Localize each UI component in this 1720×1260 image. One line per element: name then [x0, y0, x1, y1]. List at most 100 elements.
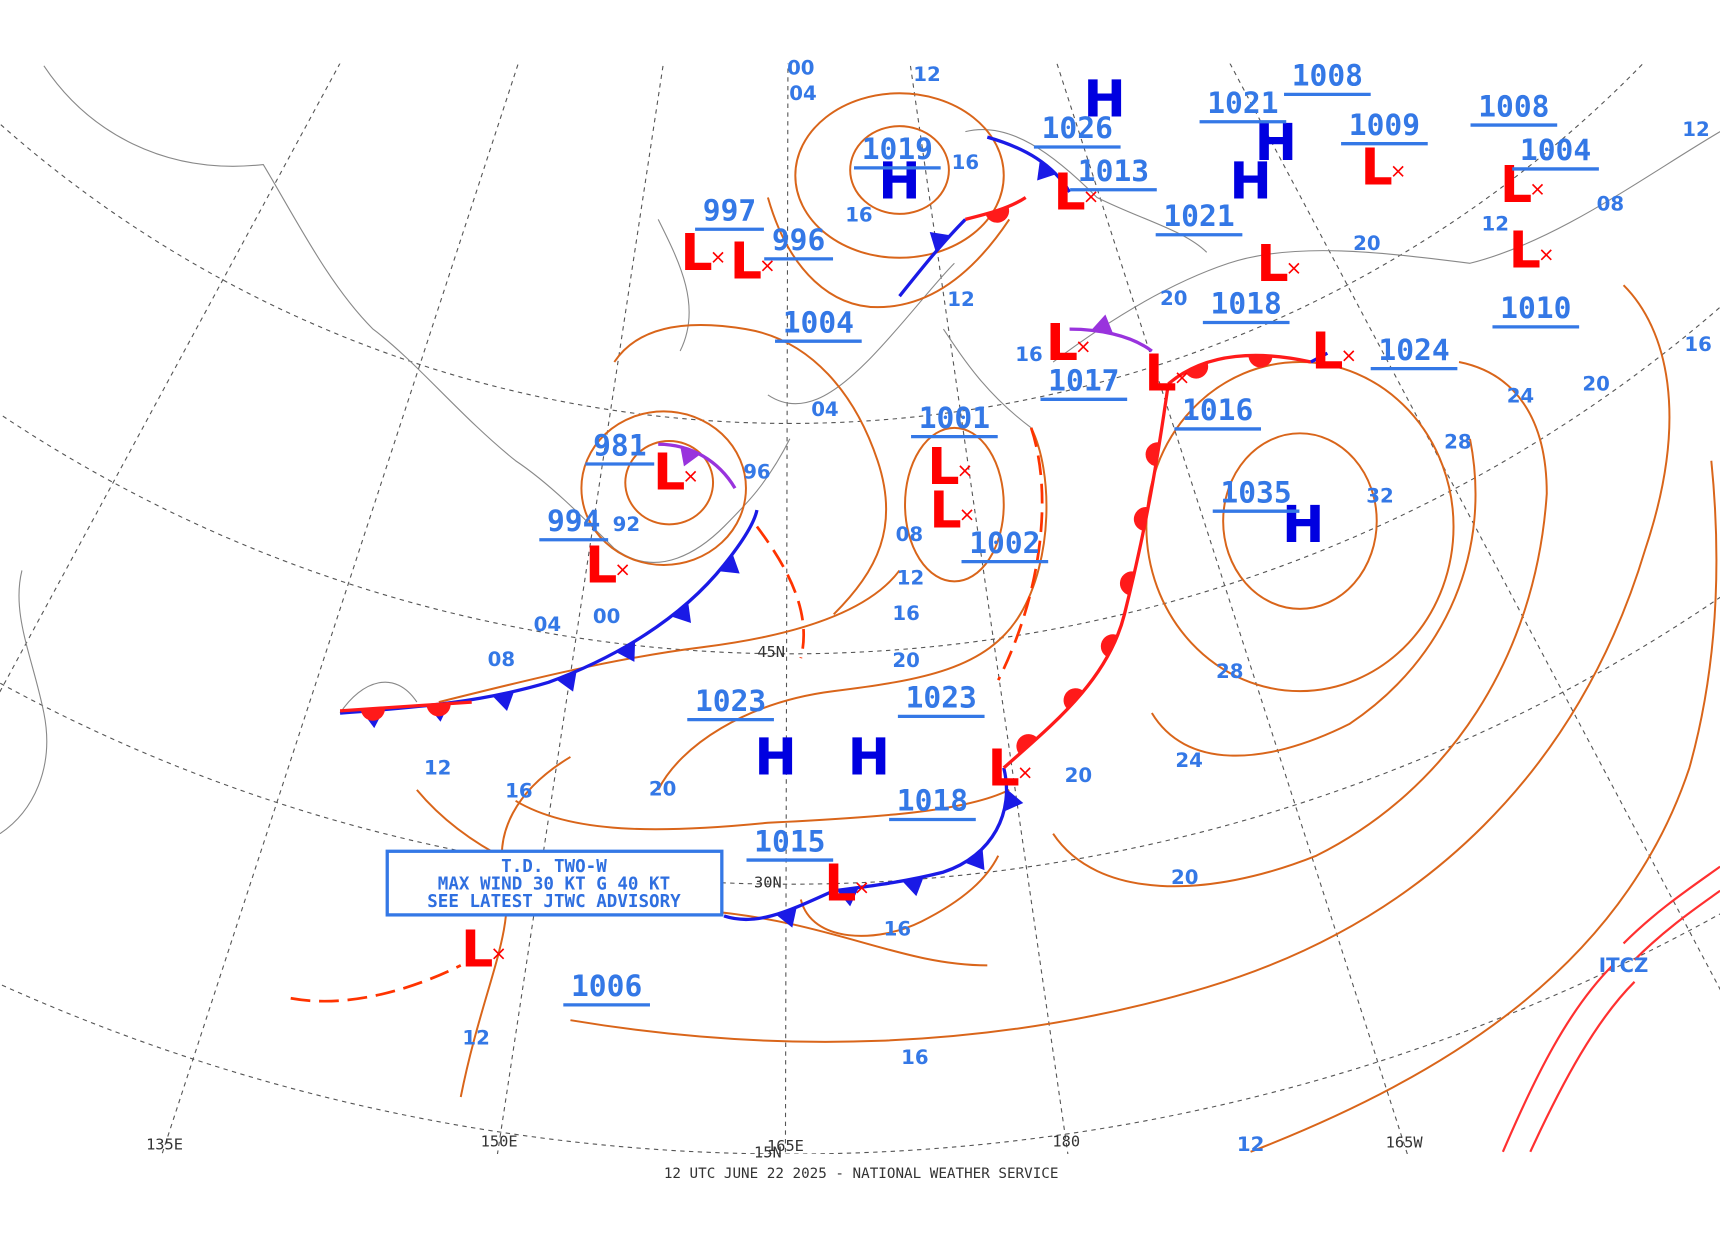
isobar-label: 16: [1684, 333, 1711, 356]
front-pip: [1063, 688, 1084, 710]
isobar-label: 12: [913, 63, 940, 86]
low-center: L: [1311, 322, 1343, 381]
pressure-label: 1013: [1078, 154, 1149, 188]
high-center: H: [848, 727, 890, 786]
front-pip: [426, 703, 451, 717]
low-center: L: [1509, 221, 1541, 280]
itcz: [1501, 865, 1720, 1153]
high-center: H: [754, 727, 796, 786]
front-pip: [1091, 314, 1114, 334]
low-mark: ×: [1174, 366, 1191, 389]
cold-front: [986, 135, 1071, 193]
itcz-band: [1501, 865, 1720, 1153]
isobar-label: 96: [743, 460, 770, 483]
low-mark: ×: [959, 503, 976, 526]
low-mark: ×: [710, 245, 727, 268]
pressure-label: 997: [703, 193, 756, 227]
pressure-label: 1004: [1520, 133, 1591, 167]
isobar-label: 20: [1171, 866, 1198, 889]
front-pip: [671, 602, 692, 623]
low-center: L: [1053, 163, 1085, 222]
advisory-box: T.D. TWO-W MAX WIND 30 KT G 40 KT SEE LA…: [385, 849, 724, 917]
pressure-label: 1018: [1211, 287, 1282, 321]
isobar-label: 16: [505, 780, 532, 803]
isobar: [799, 855, 1000, 937]
high-center: H: [1229, 152, 1271, 211]
high-center: H: [1084, 69, 1126, 128]
low-mark: ×: [1538, 243, 1555, 266]
occ-front: [658, 442, 737, 490]
isobar-label: 12: [462, 1026, 489, 1049]
front-pip: [985, 206, 1010, 223]
front-pip: [776, 907, 797, 928]
low-center: L: [988, 738, 1020, 797]
grid-label: 180: [1052, 1132, 1080, 1150]
meridian: [496, 63, 664, 1155]
front-pip: [902, 876, 924, 897]
isobar-label: 16: [892, 602, 919, 625]
advisory-line: T.D. TWO-W: [501, 857, 607, 877]
low-center: L: [1046, 313, 1078, 372]
grid-label: 15N: [754, 1143, 782, 1161]
pressure-label: 1018: [897, 784, 968, 818]
isobar: [657, 427, 1048, 791]
low-center: L: [824, 854, 856, 913]
isobar: [1145, 361, 1455, 693]
isobar: [613, 324, 888, 616]
isobar: [515, 788, 1010, 831]
low-mark: ×: [853, 876, 870, 899]
pressure-label: 1006: [571, 969, 642, 1003]
grid-label: 150E: [481, 1132, 518, 1150]
low-mark: ×: [490, 942, 507, 965]
isobar: [849, 125, 950, 215]
isobar-label: 20: [1065, 764, 1092, 787]
pressure-label: 1008: [1478, 89, 1549, 123]
isobar: [1250, 460, 1718, 1153]
meridian: [1056, 63, 1408, 1155]
trough: [755, 525, 805, 659]
low-center: L: [1361, 137, 1393, 196]
front-pip: [680, 446, 701, 467]
pressure-label: 1021: [1207, 86, 1278, 120]
coastlines: [0, 65, 1720, 835]
warm-front: [964, 196, 1027, 221]
low-mark: ×: [1286, 256, 1303, 279]
front-pip: [719, 554, 740, 574]
isobar: [570, 284, 1671, 1043]
isobar-label: 12: [947, 288, 974, 311]
isobar-label: 24: [1175, 749, 1202, 772]
pressure-label: 1015: [754, 824, 825, 858]
occ-front: [1069, 327, 1153, 353]
meridian: [161, 63, 519, 1155]
front-pip: [929, 231, 951, 252]
isobar-label: 20: [1582, 373, 1609, 396]
front-pip: [1248, 355, 1273, 368]
high-center: H: [1282, 495, 1324, 554]
pressure-label: 1024: [1378, 333, 1449, 367]
itcz-label: ITCZ: [1599, 954, 1649, 977]
pressure-label: 1009: [1349, 108, 1420, 142]
isobar-label: 16: [952, 151, 979, 174]
isobar-label: 08: [896, 523, 923, 546]
meridian: [909, 63, 1069, 1155]
isobar: [766, 197, 1011, 309]
isobars: [290, 92, 1718, 1153]
isobar-label: 24: [1507, 385, 1534, 408]
front-pip: [965, 849, 985, 871]
coastline: [0, 65, 1720, 835]
warm-front: [1167, 353, 1312, 386]
front-pip: [1119, 571, 1135, 596]
low-mark: ×: [1390, 160, 1407, 183]
front-pip: [1133, 507, 1149, 531]
advisory-frame: [385, 849, 724, 917]
low-center: L: [930, 481, 962, 540]
front-pip: [492, 691, 515, 711]
cold-front: [898, 218, 967, 298]
pressure-label: 1023: [695, 684, 766, 718]
low-center: L: [1145, 344, 1177, 403]
footer: 12 UTC JUNE 22 2025 - NATIONAL WEATHER S…: [664, 1166, 1059, 1182]
isobar-label: 20: [649, 777, 676, 800]
cold-front: [1310, 351, 1329, 364]
isobar: [438, 569, 901, 704]
